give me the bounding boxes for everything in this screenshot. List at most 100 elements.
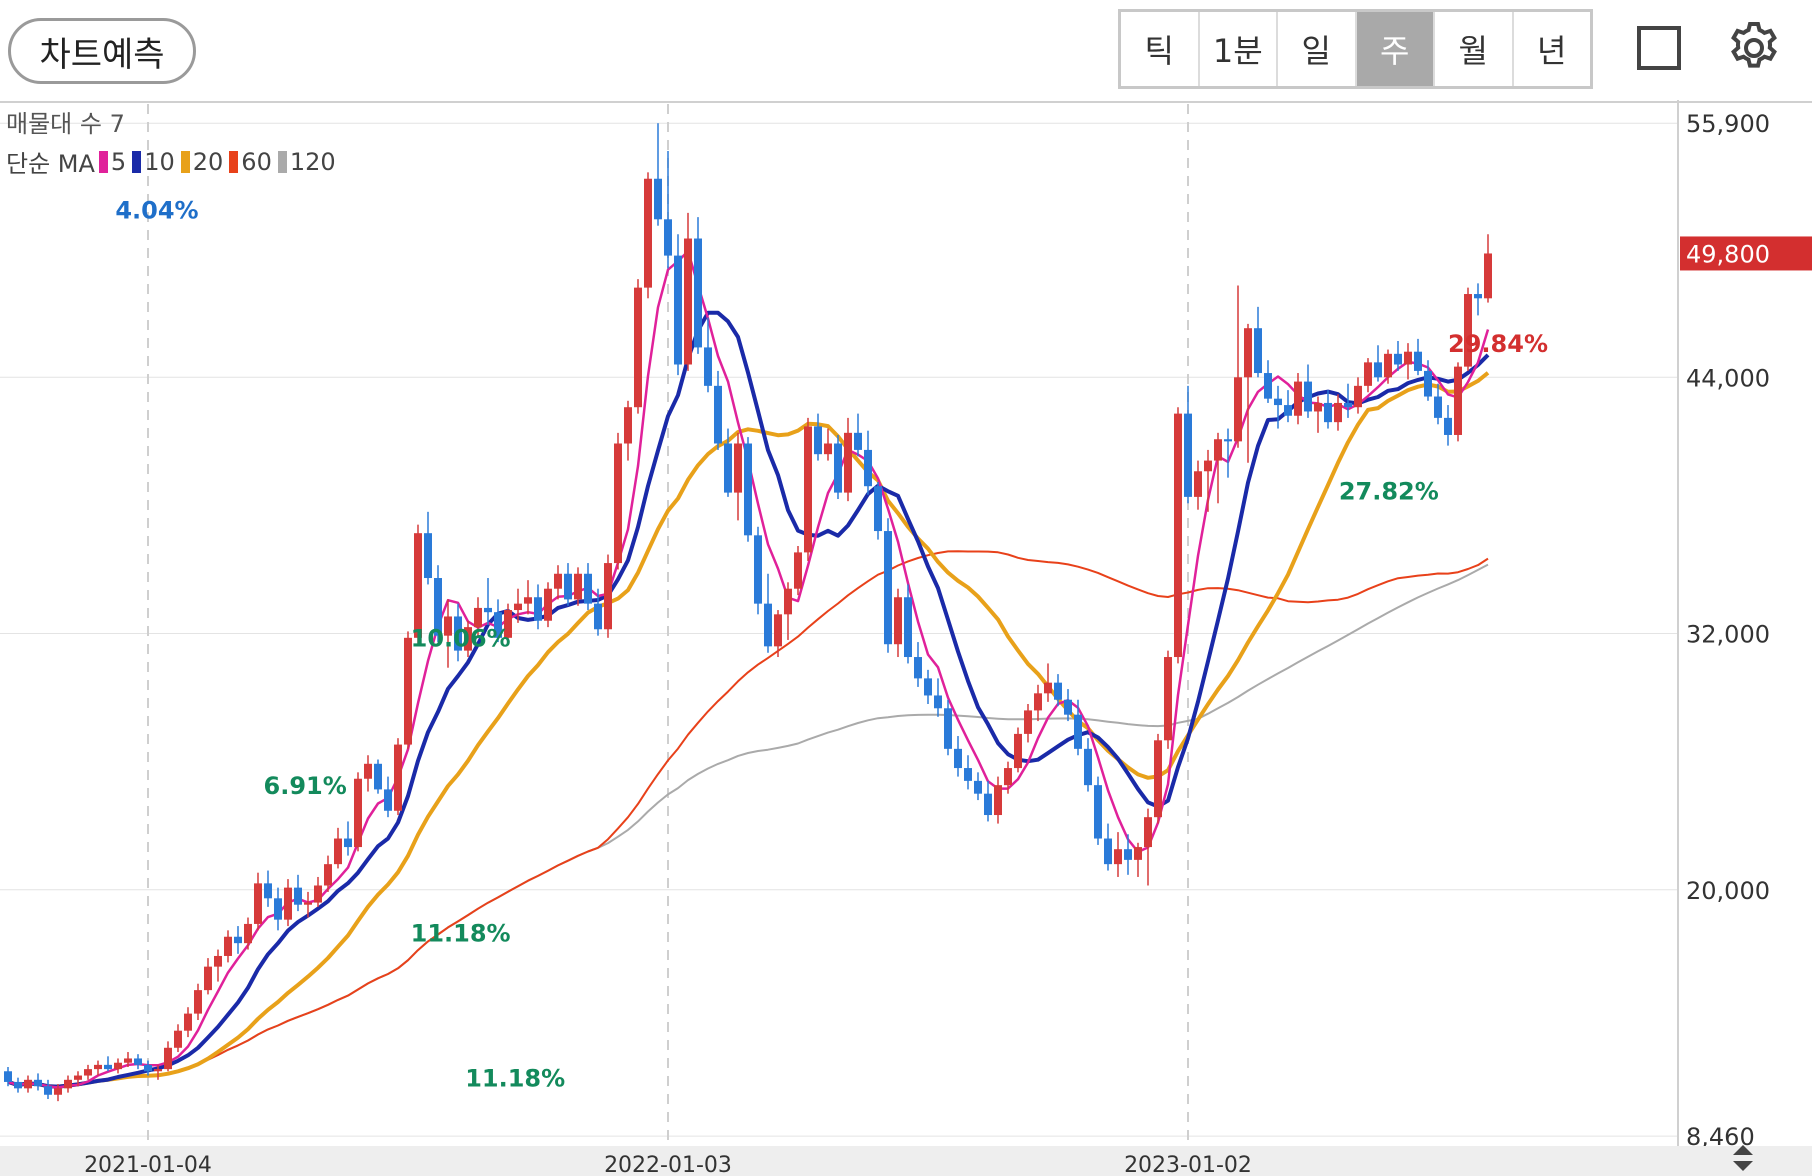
- candle-body: [744, 443, 752, 536]
- ma-legend: 단순 MA 5 10 20 60 120: [6, 144, 338, 179]
- candle-body: [1254, 328, 1262, 374]
- candle-body: [1434, 396, 1442, 418]
- candle-body: [544, 588, 552, 621]
- candle-body: [1264, 373, 1272, 399]
- volume-profile-count-label: 매물대 수 7: [6, 110, 125, 138]
- candle-body: [364, 763, 372, 779]
- candle-body: [494, 612, 502, 638]
- current-price-tag: [1680, 236, 1812, 271]
- candle-body: [194, 990, 202, 1014]
- candle-body: [274, 898, 282, 920]
- candle-body: [734, 443, 742, 493]
- candle-body: [944, 708, 952, 749]
- candle-body: [754, 535, 762, 604]
- candle-body: [654, 178, 662, 220]
- candle-body: [414, 533, 422, 638]
- candle-body: [1314, 402, 1322, 412]
- candle-body: [264, 883, 272, 899]
- settings-gear-icon[interactable]: [1726, 20, 1782, 76]
- candle-body: [664, 219, 672, 256]
- candle-body: [1364, 362, 1372, 386]
- candle-body: [1484, 253, 1492, 299]
- candle-body: [474, 607, 482, 628]
- candle-body: [1194, 471, 1202, 497]
- candle-body: [904, 597, 912, 658]
- plot-area: [0, 104, 1678, 1146]
- candle-body: [144, 1064, 152, 1072]
- candle-body: [934, 695, 942, 709]
- candle-body: [434, 578, 442, 636]
- ma10-line: [7, 310, 1490, 1089]
- candle-body: [394, 744, 402, 811]
- candle-body: [104, 1064, 112, 1070]
- candlesticks: [4, 123, 1492, 1102]
- volume-profile-pct-label: 6.91%: [264, 772, 347, 800]
- ma-legend-item: 60: [225, 148, 272, 176]
- candle-body: [774, 614, 782, 647]
- candle-body: [1334, 402, 1342, 423]
- chart-forecast-button[interactable]: 차트예측: [8, 18, 196, 84]
- candle-body: [694, 238, 702, 348]
- candle-body: [884, 531, 892, 645]
- price-chart[interactable]: 4.04% 29.84% 27.82% 10.06% 6.91% 11.18% 11.18%…: [0, 100, 1812, 1176]
- candle-body: [594, 603, 602, 630]
- fullscreen-square-icon[interactable]: [1637, 26, 1681, 70]
- candle-body: [1374, 362, 1382, 378]
- candle-body: [1014, 733, 1022, 769]
- candle-body: [624, 407, 632, 444]
- volume-profile-pct-label: 11.18%: [465, 1064, 565, 1092]
- candle-body: [1034, 693, 1042, 711]
- period-tab-week[interactable]: 주: [1356, 12, 1435, 86]
- volume-profile-pct-label: 10.06%: [411, 625, 511, 653]
- period-tab-month[interactable]: 월: [1435, 12, 1514, 86]
- candle-body: [354, 778, 362, 848]
- y-tick-label: 44,000: [1686, 364, 1770, 392]
- candle-body: [834, 443, 842, 493]
- candle-body: [24, 1079, 32, 1089]
- ma10-swatch: [132, 150, 142, 173]
- period-tab-tick[interactable]: 틱: [1121, 12, 1200, 86]
- x-tick-label: 2023-01-02: [1124, 1153, 1252, 1176]
- candle-body: [404, 637, 412, 745]
- candle-body: [1234, 377, 1242, 442]
- candle-body: [374, 763, 382, 790]
- candle-body: [294, 887, 302, 905]
- candle-body: [824, 443, 832, 455]
- candle-body: [1024, 710, 1032, 734]
- ma-legend-item: 10: [128, 148, 175, 176]
- ma20-label: 20: [192, 147, 224, 176]
- candle-body: [254, 883, 262, 924]
- candle-body: [1414, 351, 1422, 371]
- candle-body: [1044, 682, 1052, 694]
- period-tab-day[interactable]: 일: [1278, 12, 1357, 86]
- candle-body: [524, 597, 532, 604]
- period-tab-year[interactable]: 년: [1537, 32, 1567, 70]
- candle-body: [94, 1064, 102, 1070]
- x-tick-label: 2022-01-03: [604, 1153, 732, 1176]
- candle-body: [1384, 353, 1392, 378]
- candle-body: [14, 1081, 22, 1089]
- candle-body: [1464, 294, 1472, 367]
- candle-body: [604, 563, 612, 630]
- candle-body: [1134, 847, 1142, 860]
- candle-body: [504, 610, 512, 638]
- scroll-updown-icon[interactable]: [1729, 1143, 1757, 1173]
- candle-body: [564, 573, 572, 600]
- y-tick-label: 20,000: [1686, 877, 1770, 905]
- period-selector: 틱 1분 일 주 월 년: [1118, 9, 1593, 89]
- ma120-swatch: [277, 150, 287, 173]
- candle-body: [124, 1058, 132, 1063]
- candle-body: [1294, 381, 1302, 416]
- candle-body: [534, 597, 542, 621]
- candle-body: [234, 936, 242, 944]
- ma20-line: [7, 371, 1490, 1089]
- candle-body: [164, 1047, 172, 1070]
- candle-body: [1174, 413, 1182, 658]
- candle-body: [854, 432, 862, 450]
- candle-body: [1074, 714, 1082, 749]
- candle-body: [634, 287, 642, 408]
- period-tab-1min[interactable]: 1분: [1200, 12, 1278, 86]
- candle-body: [1344, 402, 1352, 408]
- moving-averages: [7, 250, 1490, 1089]
- candle-body: [1274, 398, 1282, 406]
